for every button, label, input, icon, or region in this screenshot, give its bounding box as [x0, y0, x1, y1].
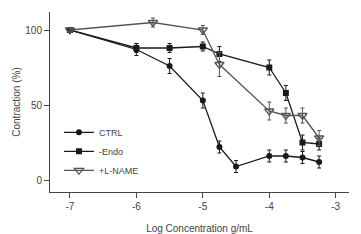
svg-text:+L-NAME: +L-NAME — [99, 166, 138, 176]
svg-text:-5: -5 — [198, 201, 207, 212]
svg-text:-3: -3 — [331, 201, 340, 212]
svg-text:50: 50 — [31, 100, 43, 111]
svg-text:Contraction (%): Contraction (%) — [11, 67, 22, 136]
svg-text:100: 100 — [25, 25, 42, 36]
svg-text:-6: -6 — [132, 201, 141, 212]
svg-text:Log Concentration g/mL: Log Concentration g/mL — [146, 223, 253, 234]
svg-text:-4: -4 — [265, 201, 274, 212]
svg-text:-7: -7 — [65, 201, 74, 212]
svg-text:CTRL: CTRL — [99, 128, 123, 138]
svg-text:0: 0 — [36, 175, 42, 186]
svg-text:-Endo: -Endo — [99, 147, 123, 157]
